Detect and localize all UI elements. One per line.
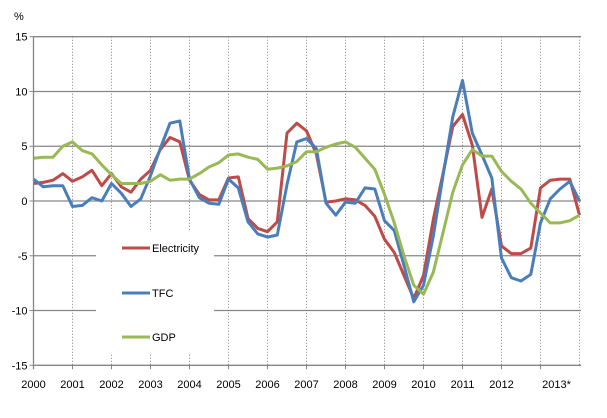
x-tick-label: 2011 (451, 379, 475, 391)
x-tick-label: 2005 (216, 379, 240, 391)
x-tick-label: 2012 (489, 379, 513, 391)
x-tick-label: 2009 (372, 379, 396, 391)
legend-label-gdp: GDP (152, 332, 176, 344)
y-tick-label: 0 (21, 196, 27, 208)
x-tick-label: 2001 (60, 379, 84, 391)
x-tick-label: 2003 (138, 379, 162, 391)
x-tick-label: 2013* (542, 379, 571, 391)
y-axis-label: % (14, 11, 24, 23)
series-line-electricity (33, 113, 581, 300)
series-lines (32, 79, 581, 304)
y-tick-label: -15 (12, 360, 28, 372)
y-tick-label: 10 (15, 86, 27, 98)
y-tick-label: -10 (12, 306, 28, 318)
y-tick-label: 15 (15, 32, 27, 44)
legend-label-electricity: Electricity (152, 243, 200, 255)
x-tick-label: 2008 (333, 379, 357, 391)
x-tick-label: 2007 (294, 379, 318, 391)
x-tick-label: 2000 (21, 379, 45, 391)
y-tick-label: -5 (18, 251, 28, 263)
legend: Electricity TFC GDP (96, 232, 214, 354)
x-tick-label: 2010 (411, 379, 435, 391)
series-line-gdp (33, 140, 581, 296)
x-tick-label: 2002 (99, 379, 123, 391)
x-tick-label: 2006 (255, 379, 279, 391)
legend-label-tfc: TFC (152, 288, 173, 300)
x-tick-label: 2004 (177, 379, 201, 391)
legend-background (96, 232, 214, 354)
y-tick-label: 5 (21, 141, 27, 153)
series-line-tfc (32, 79, 581, 304)
axes: 15 10 5 0 -5 -10 -15 2000 2001 2002 2003 2004 2005 20… (12, 32, 572, 391)
